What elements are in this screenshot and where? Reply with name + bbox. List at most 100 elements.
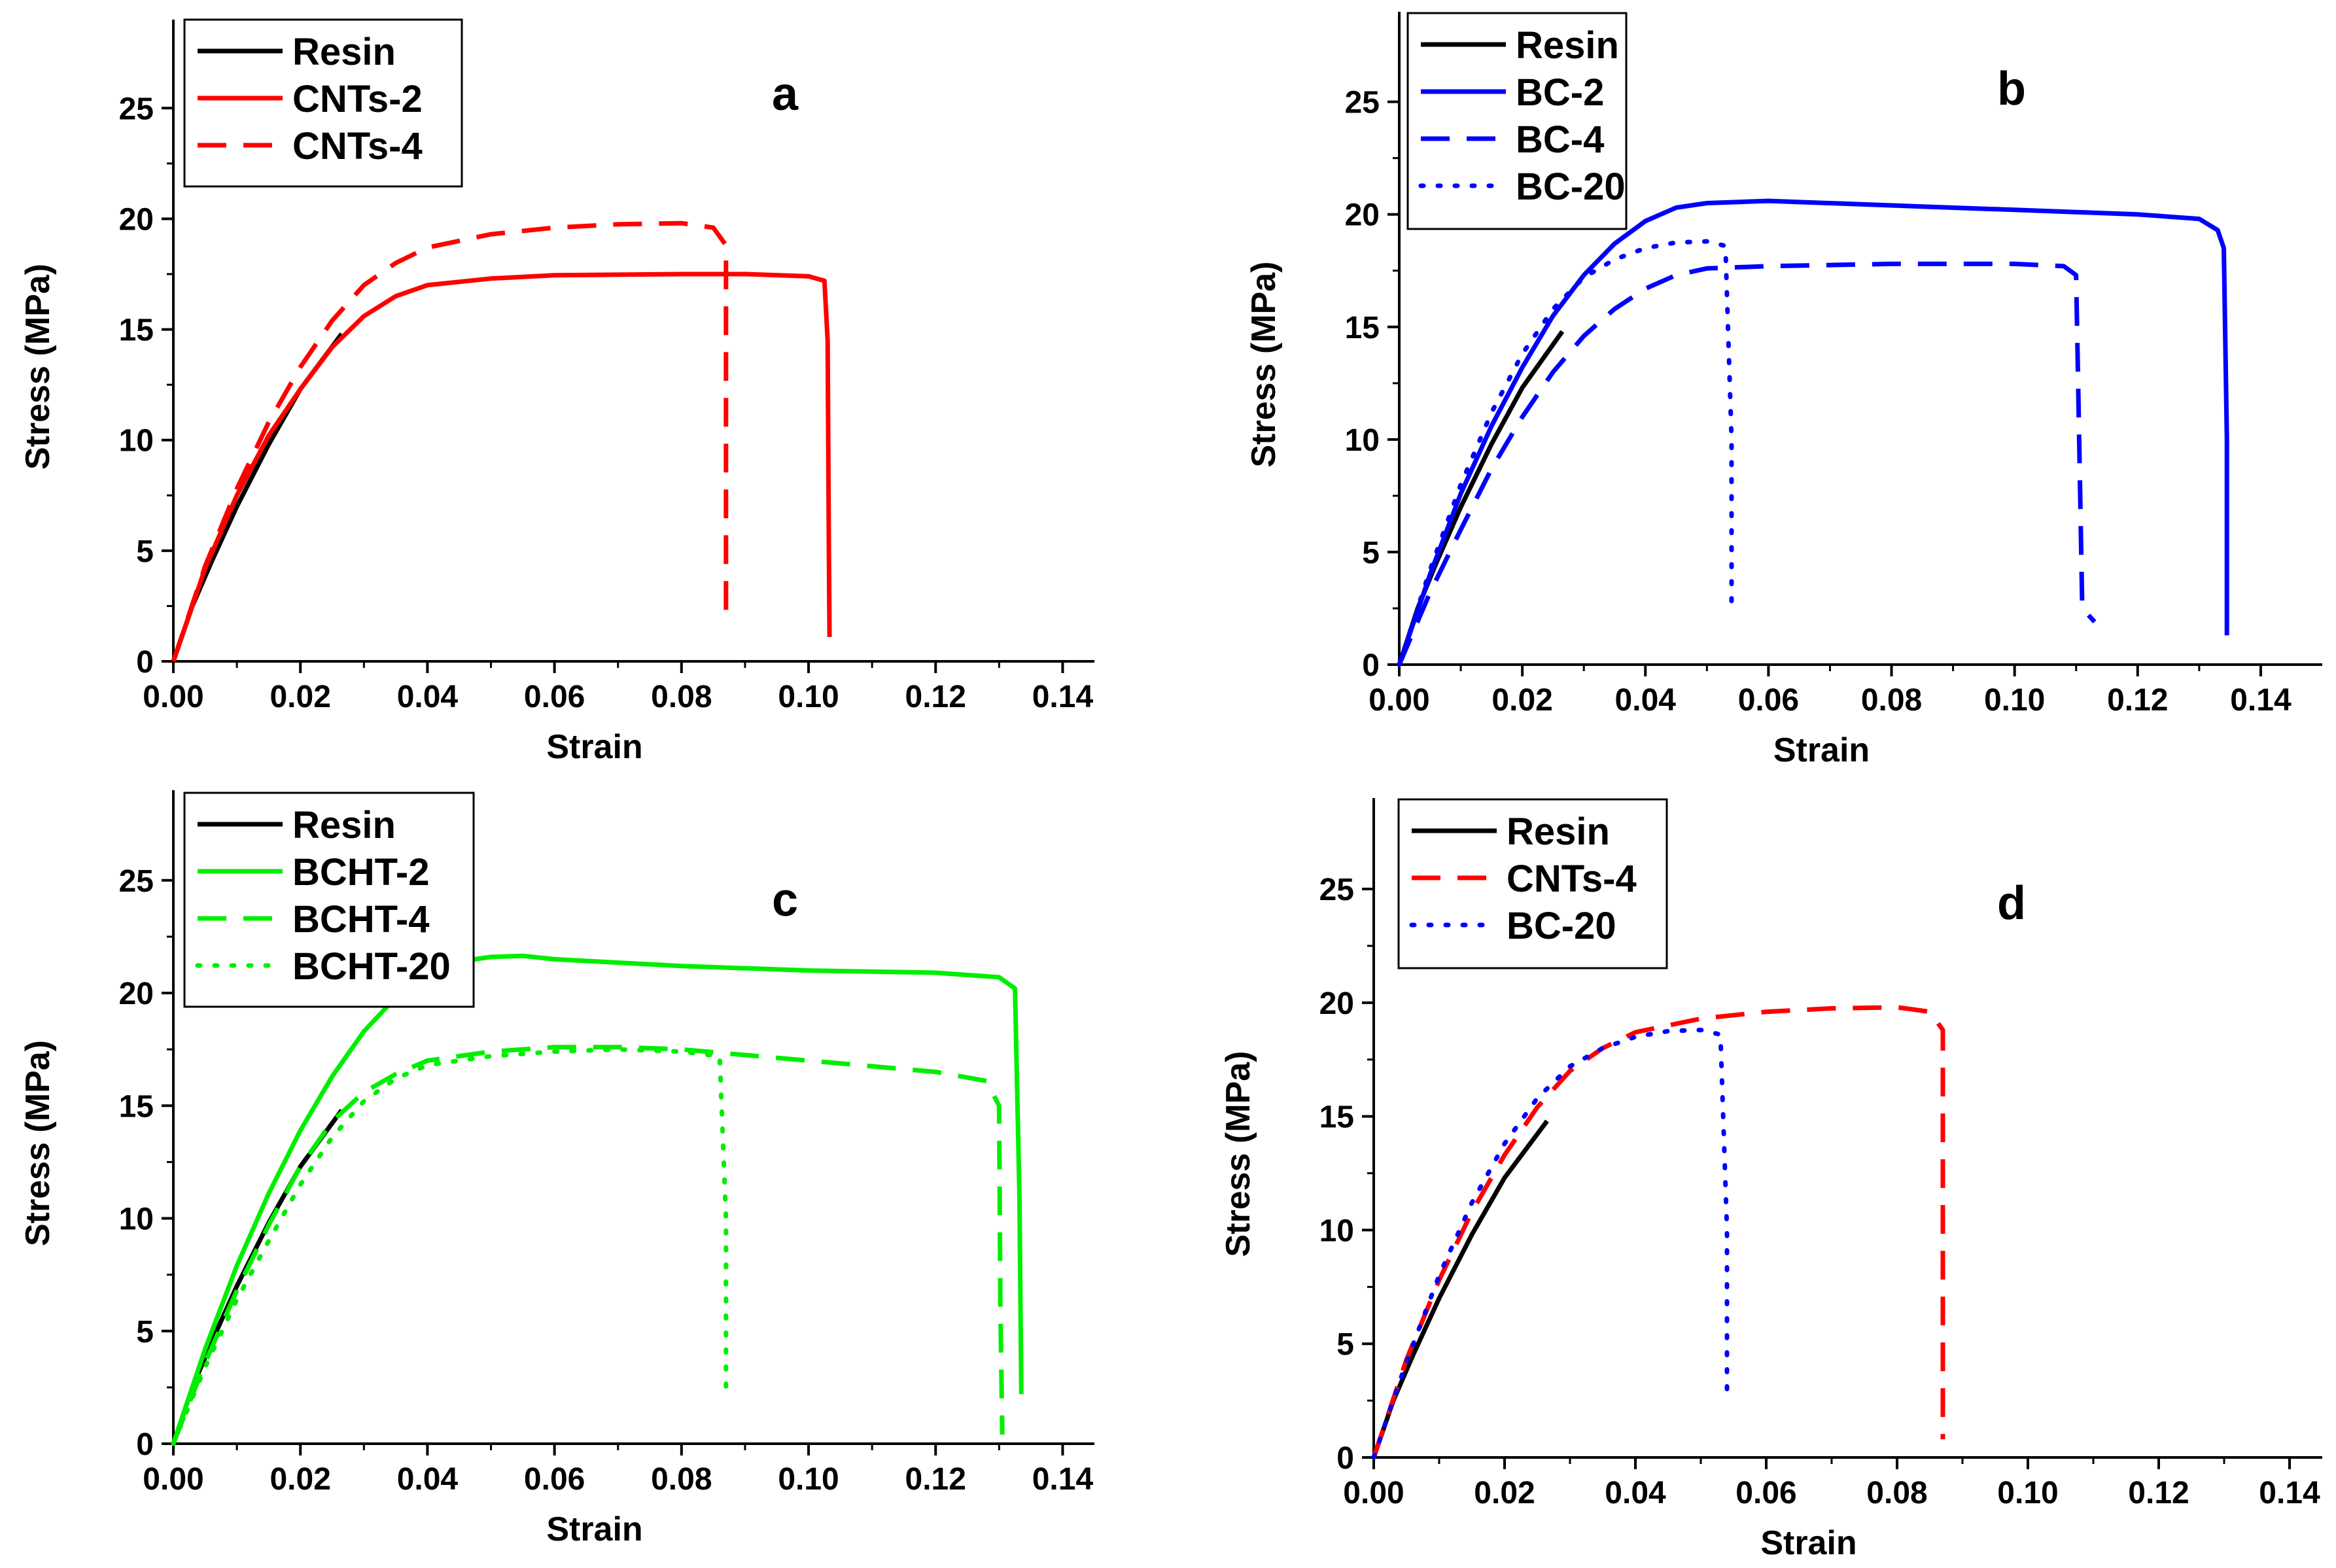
x-tick-label: 0.00 [1368,683,1429,718]
legend-box [1406,12,1628,230]
y-tick-label: 20 [119,202,154,237]
y-tick-label: 10 [119,424,154,459]
x-tick-label: 0.04 [397,1462,459,1497]
x-tick-label: 0.02 [1491,683,1552,718]
x-tick-label: 0.10 [778,680,839,714]
series-line-bc-20 [1371,1028,1730,1460]
series-line-cnts-4 [1371,1005,1945,1459]
legend-label: Resin [1507,810,1610,853]
y-tick-label: 25 [119,864,154,899]
y-tick-label: 0 [1362,648,1380,683]
x-tick-label: 0.14 [2230,683,2292,718]
legend-box [183,18,463,188]
y-tick-label: 20 [1345,198,1380,233]
legend-label: Resin [292,31,396,73]
chart-panel-b: 0.00 0.02 0.04 0.06 0.08 0.10 0.12 0.14 0 5 10 15 20… [1245,12,2322,769]
legend-label: CNTs-4 [292,125,423,167]
x-tick-label: 0.02 [1474,1476,1535,1510]
y-tick-label: 15 [119,1089,154,1124]
legend-label: BCHT-2 [292,851,429,894]
y-tick-label: 5 [136,1315,154,1350]
y-tick-label: 20 [119,977,154,1011]
series-line-bcht-4 [171,1045,1005,1445]
x-tick-label: 0.04 [1605,1476,1666,1510]
x-tick-label: 0.08 [1866,1476,1927,1510]
panel-letter: b [1997,63,2026,115]
panel-letter: a [772,68,799,120]
y-tick-label: 5 [1362,536,1380,570]
legend-box [1397,798,1668,969]
series-line-resin [1397,330,1565,666]
x-tick-label: 0.08 [1861,683,1922,718]
legend-box [183,792,475,1008]
x-tick-label: 0.06 [1738,683,1799,718]
y-tick-label: 0 [1336,1441,1354,1476]
y-tick-label: 25 [1345,86,1380,120]
x-tick-label: 0.12 [2107,683,2168,718]
panel-letter: c [772,874,798,926]
y-tick-label: 5 [1336,1327,1354,1362]
legend-label: Resin [292,804,396,846]
x-tick-label: 0.12 [2128,1476,2189,1510]
chart-panel-d: 0.00 0.02 0.04 0.06 0.08 0.10 0.12 0.14 0 5 10 15 20… [1219,798,2322,1562]
series-line-cnts-2 [171,271,832,663]
x-tick-label: 0.08 [651,680,712,714]
x-tick-label: 0.06 [524,1462,585,1497]
panel-letter: d [1997,877,2026,930]
x-axis-title: Strain [546,1510,642,1548]
legend-label: BC-2 [1516,71,1604,114]
x-tick-label: 0.04 [1615,683,1677,718]
x-tick-label: 0.00 [143,680,203,714]
series-line-resin [171,1109,344,1445]
y-tick-label: 20 [1319,986,1354,1021]
legend-label: CNTs-4 [1507,858,1637,900]
y-tick-label: 0 [136,1427,154,1462]
chart-panel-c: 0.00 0.02 0.04 0.06 0.08 0.10 0.12 0.14 0 5 10 15 20… [19,790,1094,1548]
y-tick-label: 15 [1345,311,1380,345]
series-line-bcht-20 [171,1047,729,1446]
y-axis-title: Stress (MPa) [19,264,57,470]
y-tick-label: 10 [1345,423,1380,458]
legend-label: BC-20 [1516,166,1626,208]
y-tick-label: 10 [119,1202,154,1237]
series-line-resin [1371,1119,1549,1459]
series-line-resin [171,332,344,663]
x-tick-label: 0.14 [2259,1476,2320,1510]
x-axis-title: Strain [546,728,642,766]
series-line-bcht-2 [171,953,1024,1445]
x-tick-label: 0.06 [1735,1476,1796,1510]
x-tick-label: 0.14 [1032,680,1094,714]
chart-panel-a: 0.00 0.02 0.04 0.06 0.08 0.10 0.12 0.14 0 5 10 15 20… [19,18,1094,766]
y-tick-label: 10 [1319,1213,1354,1248]
x-tick-label: 0.10 [1997,1476,2058,1510]
x-tick-label: 0.12 [905,680,966,714]
x-tick-label: 0.10 [1984,683,2045,718]
y-tick-label: 15 [1319,1100,1354,1135]
legend-label: BC-4 [1516,118,1604,161]
y-axis-title: Stress (MPa) [19,1040,57,1246]
x-tick-label: 0.10 [778,1462,839,1497]
y-tick-label: 15 [119,313,154,348]
x-axis-title: Strain [1760,1524,1857,1562]
y-tick-label: 5 [136,534,154,569]
x-tick-label: 0.00 [1343,1476,1404,1510]
x-axis-title: Strain [1773,731,1870,769]
x-tick-label: 0.04 [397,680,459,714]
x-tick-label: 0.12 [905,1462,966,1497]
x-tick-label: 0.00 [143,1462,203,1497]
x-tick-label: 0.14 [1032,1462,1094,1497]
x-tick-label: 0.06 [524,680,585,714]
legend-label: BC-20 [1507,905,1616,947]
series-line-bc-2 [1397,198,2229,666]
y-tick-label: 25 [119,92,154,126]
legend-label: CNTs-2 [292,78,423,120]
y-tick-label: 0 [136,645,154,680]
legend-label: Resin [1516,24,1619,67]
series-line-bc-4 [1397,261,2097,666]
x-tick-label: 0.02 [270,1462,330,1497]
y-axis-title: Stress (MPa) [1245,262,1283,468]
legend-label: BCHT-20 [292,945,451,988]
x-tick-label: 0.08 [651,1462,712,1497]
legend-label: BCHT-4 [292,898,429,941]
